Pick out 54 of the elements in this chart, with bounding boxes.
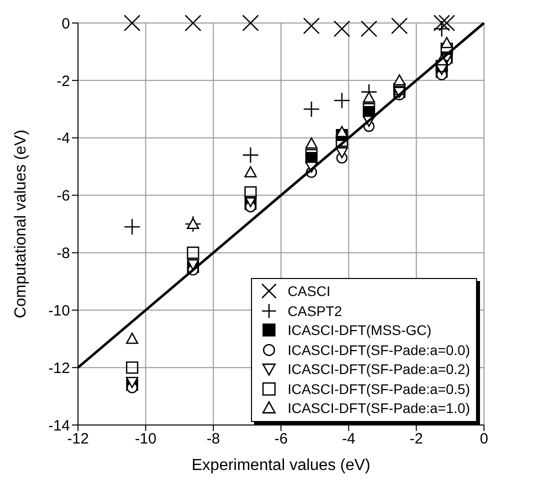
point	[242, 146, 259, 164]
y-tick-label: -8	[56, 245, 70, 262]
legend-label: CASCI	[288, 283, 330, 300]
point	[244, 186, 257, 199]
point	[242, 14, 259, 32]
y-tick-label: -12	[48, 360, 70, 377]
point	[303, 100, 320, 118]
legend-label: ICASCI-DFT(SF-Pade:a=1.0)	[288, 400, 470, 416]
point	[393, 82, 406, 96]
y-tick-label: -6	[56, 188, 70, 205]
point	[336, 147, 348, 158]
y-tick-label: -2	[56, 72, 70, 90]
point	[124, 218, 140, 236]
point	[305, 137, 318, 149]
legend-label: CASPT2	[288, 302, 342, 319]
point	[334, 92, 350, 109]
y-axis-title: Computational values (eV)	[12, 130, 30, 318]
y-tick-label: -10	[48, 302, 70, 320]
point	[440, 36, 453, 48]
x-tick-label: -10	[134, 430, 157, 448]
point	[124, 14, 140, 32]
point	[436, 60, 448, 72]
x-tick-label: -2	[410, 430, 424, 448]
x-tick-label: -4	[342, 430, 356, 448]
legend-label: ICASCI-DFT(MSS-GC)	[288, 322, 432, 338]
point	[186, 218, 200, 230]
y-tick-label: 0	[62, 15, 70, 32]
legend-label: ICASCI-DFT(SF-Pade:a=0.2)	[288, 361, 470, 378]
point	[362, 102, 376, 116]
point	[186, 259, 200, 270]
point	[126, 332, 138, 344]
point	[336, 126, 348, 138]
x-tick-label: 0	[480, 430, 488, 448]
x-tick-label: -6	[274, 430, 288, 448]
point	[360, 20, 378, 38]
point	[391, 18, 408, 34]
point	[244, 166, 257, 178]
y-tick-label: -14	[48, 417, 70, 434]
point	[438, 14, 456, 32]
legend-label: ICASCI-DFT(SF-Pade:a=0.5)	[288, 380, 470, 397]
point	[393, 74, 406, 86]
point	[126, 361, 138, 374]
point	[303, 18, 320, 34]
point	[126, 376, 138, 388]
point	[334, 20, 350, 38]
y-tick-label: -4	[56, 130, 70, 148]
legend-label: ICASCI-DFT(SF-Pade:a=0.0)	[288, 342, 470, 358]
x-axis-title: Experimental values (eV)	[192, 457, 370, 474]
point	[184, 14, 202, 32]
point	[186, 246, 200, 259]
point	[433, 14, 450, 32]
point	[362, 92, 376, 103]
point	[305, 148, 318, 162]
x-tick-label: -8	[206, 430, 220, 448]
